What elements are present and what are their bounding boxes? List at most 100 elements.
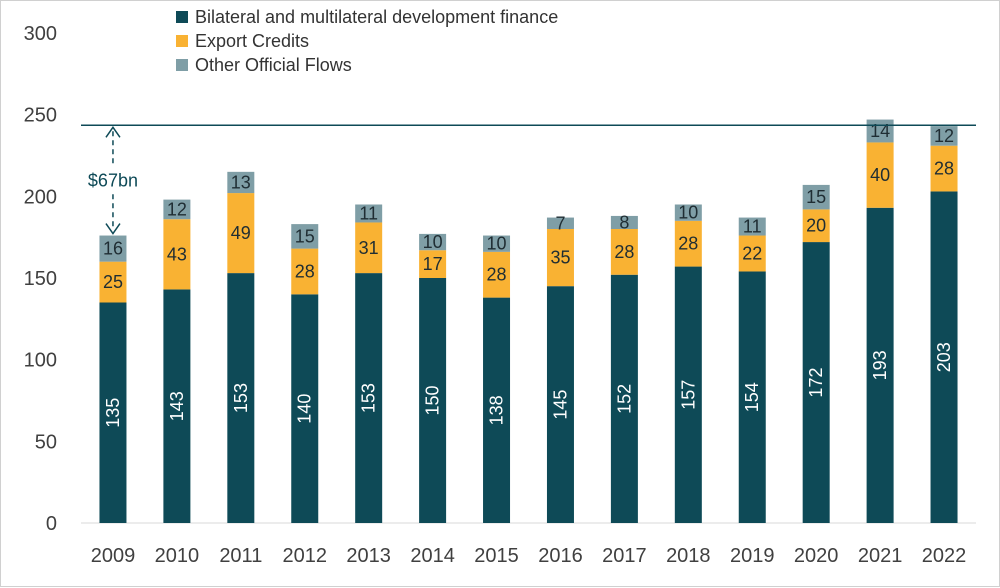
bar-segment-development-finance xyxy=(738,271,766,523)
data-label: 25 xyxy=(103,272,123,292)
legend-label: Other Official Flows xyxy=(195,55,352,75)
bar-segment-export-credits xyxy=(866,142,894,208)
data-label: 12 xyxy=(167,199,187,219)
x-tick-label: 2018 xyxy=(666,545,711,567)
bar-segment-export-credits xyxy=(738,235,766,272)
bar-segment-export-credits xyxy=(483,251,511,298)
y-tick-label: 250 xyxy=(24,105,57,127)
bar-segment-export-credits xyxy=(355,222,383,274)
y-tick-label: 50 xyxy=(35,431,57,453)
data-label: 22 xyxy=(742,244,762,264)
bar-segment-export-credits xyxy=(291,248,319,295)
x-tick-label: 2020 xyxy=(794,545,839,567)
data-label: 154 xyxy=(742,382,762,412)
bar-segment-development-finance xyxy=(802,242,830,524)
bar-segment-other-official-flows xyxy=(802,184,830,210)
data-label: 15 xyxy=(295,226,315,246)
y-tick-label: 100 xyxy=(24,350,57,372)
x-tick-label: 2021 xyxy=(858,545,903,567)
bar-segment-development-finance xyxy=(610,274,638,523)
data-label: 203 xyxy=(934,342,954,372)
bar-segment-other-official-flows xyxy=(227,171,255,194)
legend: Bilateral and multilateral development f… xyxy=(176,7,558,75)
data-label: 11 xyxy=(743,217,762,237)
data-label: 7 xyxy=(555,213,565,233)
data-label: 157 xyxy=(678,380,698,410)
data-label: 138 xyxy=(487,395,507,425)
x-tick-label: 2015 xyxy=(474,545,519,567)
data-label: 153 xyxy=(359,383,379,413)
bar-segment-other-official-flows xyxy=(674,204,702,221)
data-label: 28 xyxy=(678,234,698,254)
bar-segment-other-official-flows xyxy=(610,215,638,229)
x-tick-label: 2010 xyxy=(155,545,200,567)
bar-segment-other-official-flows xyxy=(738,217,766,236)
bar-segment-development-finance xyxy=(99,302,127,523)
bar-segment-development-finance xyxy=(163,289,191,523)
x-tick-label: 2012 xyxy=(283,545,328,567)
bar-segment-other-official-flows xyxy=(419,233,447,251)
x-tick-label: 2013 xyxy=(346,545,391,567)
bar-segment-export-credits xyxy=(674,220,702,267)
data-label: 14 xyxy=(870,121,890,141)
data-label: 150 xyxy=(423,385,443,415)
data-label: 43 xyxy=(167,244,187,264)
bars-layer xyxy=(99,119,958,524)
bar-segment-other-official-flows xyxy=(291,224,319,249)
y-tick-label: 0 xyxy=(46,513,57,535)
legend-label: Export Credits xyxy=(195,31,309,51)
bar-segment-development-finance xyxy=(674,266,702,523)
data-label: 17 xyxy=(423,254,443,274)
x-tick-label: 2009 xyxy=(91,545,136,567)
data-label: 153 xyxy=(231,383,251,413)
bar-segment-other-official-flows xyxy=(930,126,958,146)
data-label: 10 xyxy=(678,203,698,223)
bar-segment-development-finance xyxy=(930,191,958,523)
bar-segment-development-finance xyxy=(291,294,319,523)
bar-segment-export-credits xyxy=(546,229,574,287)
data-label: 28 xyxy=(934,159,954,179)
bar-segment-other-official-flows xyxy=(483,235,511,252)
bar-segment-export-credits xyxy=(227,193,255,274)
bar-segment-other-official-flows xyxy=(546,217,574,229)
legend-label: Bilateral and multilateral development f… xyxy=(195,7,558,27)
legend-swatch xyxy=(176,11,188,23)
data-label: 12 xyxy=(934,126,954,146)
annotation-arrowhead-top xyxy=(105,125,121,138)
bar-segment-other-official-flows xyxy=(355,204,383,223)
y-tick-label: 300 xyxy=(24,23,57,45)
annotation-arrowhead-bottom xyxy=(105,223,121,235)
data-label: 135 xyxy=(103,398,123,428)
bar-segment-other-official-flows xyxy=(163,199,191,220)
bar-segment-development-finance xyxy=(355,273,383,523)
data-label: 20 xyxy=(806,216,826,236)
data-label: 15 xyxy=(806,187,826,207)
x-tick-label: 2017 xyxy=(602,545,647,567)
data-label: 172 xyxy=(806,368,826,398)
legend-swatch xyxy=(176,59,188,71)
bar-segment-development-finance xyxy=(483,297,511,523)
data-label: 10 xyxy=(423,232,443,252)
annotation-layer: $67bn xyxy=(79,124,976,235)
data-label: 11 xyxy=(359,203,378,223)
data-label: 143 xyxy=(167,391,187,421)
data-label: 28 xyxy=(295,261,315,281)
data-label: 10 xyxy=(487,234,507,254)
data-label: 31 xyxy=(359,238,379,258)
data-label: 152 xyxy=(614,384,634,414)
bar-segment-export-credits xyxy=(610,229,638,275)
x-tick-label: 2011 xyxy=(219,545,262,567)
bar-segment-export-credits xyxy=(930,145,958,192)
bar-segment-export-credits xyxy=(802,209,830,243)
data-label: 35 xyxy=(550,248,570,268)
y-tick-label: 150 xyxy=(24,268,57,290)
data-label: 49 xyxy=(231,223,251,243)
bar-segment-development-finance xyxy=(227,273,255,523)
data-label: 140 xyxy=(295,394,315,424)
bar-segment-export-credits xyxy=(419,250,447,278)
bar-segment-export-credits xyxy=(99,261,127,303)
labels-layer: 135 25 16 143 43 12 153 49 13 140 28 15 153 31 11 150 17… xyxy=(103,121,954,428)
data-label: 28 xyxy=(614,242,634,262)
annotation-label-background xyxy=(79,166,146,193)
